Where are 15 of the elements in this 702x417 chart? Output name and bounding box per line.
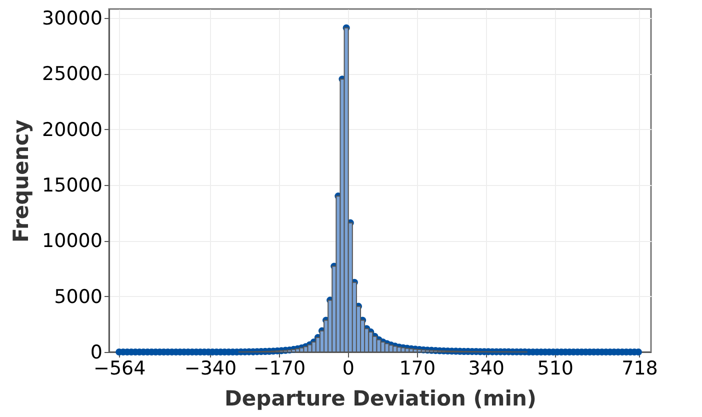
x-tick-label: −170	[253, 358, 306, 380]
y-tick-label: 5000	[54, 286, 102, 308]
x-tick-label: 718	[622, 358, 658, 380]
x-axis-title: Departure Deviation (min)	[224, 386, 537, 410]
y-axis-title: Frequency	[9, 119, 34, 242]
y-tick-label: 25000	[42, 63, 102, 86]
y-tick-label: 10000	[42, 230, 102, 252]
x-tick-label: 170	[399, 358, 436, 380]
y-tick-label: 20000	[42, 118, 102, 141]
x-tick-label: 340	[468, 358, 505, 380]
x-tick-label: −340	[184, 358, 237, 380]
y-tick-label: 30000	[42, 7, 102, 30]
x-tick-label: 510	[537, 358, 574, 380]
x-tick-label: 0	[342, 358, 354, 380]
y-tick-label: 15000	[42, 174, 102, 196]
